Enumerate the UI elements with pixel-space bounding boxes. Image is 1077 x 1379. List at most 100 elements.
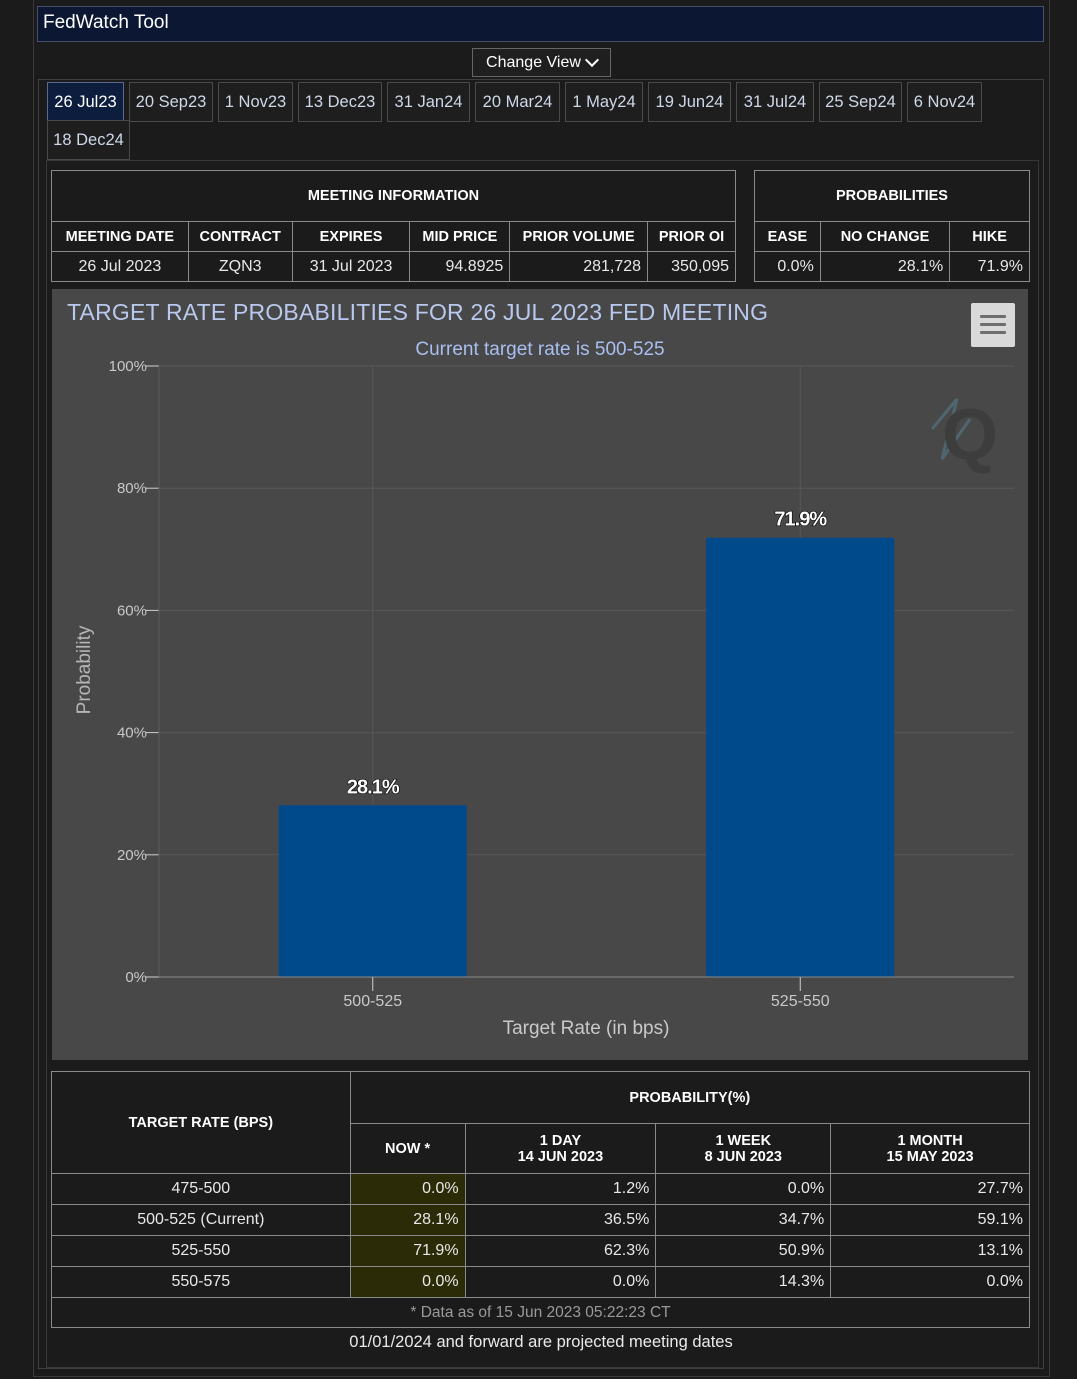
table-row: 475-500 0.0% 1.2% 0.0% 27.7%	[51, 1173, 1030, 1205]
col-meeting-date: MEETING DATE	[51, 221, 189, 252]
projected-dates-note: 01/01/2024 and forward are projected mee…	[349, 1333, 733, 1351]
probability-cell: 50.9%	[655, 1235, 832, 1267]
y-tick-label: 100%	[109, 358, 147, 375]
ease-value: 0.0%	[754, 251, 821, 282]
y-tick-label: 80%	[117, 480, 147, 497]
tab-31-jul24[interactable]: 31 Jul24	[736, 82, 814, 122]
prior-oi-value: 350,095	[647, 251, 736, 282]
probability-cell: 0.0%	[464, 1266, 657, 1298]
col-now: NOW *	[349, 1123, 466, 1174]
probability-cell: 1.2%	[464, 1173, 657, 1205]
tab-31-jan24[interactable]: 31 Jan24	[387, 82, 470, 122]
target-rate-chart: TARGET RATE PROBABILITIES FOR 26 JUL 202…	[52, 289, 1028, 1060]
col-1-day-label: 1 DAY	[539, 1132, 582, 1149]
col-mid-price: MID PRICE	[409, 221, 511, 252]
col-1-month: 1 MONTH 15 MAY 2023	[830, 1123, 1030, 1174]
col-no-change: NO CHANGE	[819, 221, 951, 252]
table-row: 525-550 71.9% 62.3% 50.9% 13.1%	[51, 1235, 1030, 1267]
expires-value: 31 Jul 2023	[291, 251, 411, 282]
col-1-week-label: 1 WEEK	[715, 1132, 772, 1149]
bar-layer: 28.1% 71.9%	[278, 508, 895, 977]
tab-26-jul23[interactable]: 26 Jul23	[47, 82, 124, 122]
probability-cell: 59.1%	[830, 1204, 1030, 1236]
target-rate-cell: 475-500	[51, 1173, 351, 1205]
probability-cell: 36.5%	[464, 1204, 657, 1236]
tab-panel	[38, 79, 1044, 1369]
menu-bar-icon	[980, 323, 1006, 326]
y-tick-label: 60%	[117, 602, 147, 619]
change-view-button[interactable]: Change View	[472, 48, 611, 77]
probability-cell: 34.7%	[655, 1204, 832, 1236]
probability-cell: 71.9%	[349, 1235, 466, 1267]
probabilities-header: PROBABILITIES	[754, 170, 1030, 222]
y-tick-label: 0%	[125, 969, 147, 986]
col-contract: CONTRACT	[187, 221, 293, 252]
col-ease: EASE	[754, 221, 821, 252]
table-row: 550-575 0.0% 0.0% 14.3% 0.0%	[51, 1266, 1030, 1298]
tab-20-mar24[interactable]: 20 Mar24	[475, 82, 560, 122]
tab-19-jun24[interactable]: 19 Jun24	[648, 82, 731, 122]
chart-title: TARGET RATE PROBABILITIES FOR 26 JUL 202…	[67, 299, 769, 325]
tab-20-sep23[interactable]: 20 Sep23	[129, 82, 213, 122]
bar-500-525[interactable]	[278, 805, 467, 977]
tab-6-nov24[interactable]: 6 Nov24	[907, 82, 982, 122]
target-rate-header: TARGET RATE (BPS)	[51, 1071, 351, 1174]
bar-525-550[interactable]	[706, 537, 895, 977]
app-title: FedWatch Tool	[37, 6, 1044, 42]
data-label: 71.9%	[774, 509, 827, 531]
watermark-letter: Q	[942, 395, 998, 475]
tab-1-may24[interactable]: 1 May24	[565, 82, 643, 122]
prior-volume-value: 281,728	[509, 251, 649, 282]
mid-price-value: 94.8925	[409, 251, 511, 282]
menu-bar-icon	[980, 315, 1006, 318]
content-frame	[46, 160, 1039, 1368]
probability-cell: 13.1%	[830, 1235, 1030, 1267]
col-1-week: 1 WEEK 8 JUN 2023	[655, 1123, 832, 1174]
target-rate-cell: 525-550	[51, 1235, 351, 1267]
tab-1-nov23[interactable]: 1 Nov23	[218, 82, 293, 122]
probability-cell: 62.3%	[464, 1235, 657, 1267]
col-1-day: 1 DAY 14 JUN 2023	[464, 1123, 657, 1174]
target-rate-cell: 500-525 (Current)	[51, 1204, 351, 1236]
hike-value: 71.9%	[949, 251, 1030, 282]
col-1-day-date: 14 JUN 2023	[517, 1148, 604, 1165]
outer-frame	[33, 0, 1050, 1377]
chevron-down-icon	[584, 52, 600, 68]
chart-subtitle: Current target rate is 500-525	[415, 339, 665, 360]
probability-cell: 28.1%	[349, 1204, 466, 1236]
change-view-label: Change View	[486, 53, 581, 71]
col-1-month-date: 15 MAY 2023	[886, 1148, 974, 1165]
col-prior-volume: PRIOR VOLUME	[509, 221, 649, 252]
probability-cell: 0.0%	[349, 1173, 466, 1205]
tab-25-sep24[interactable]: 25 Sep24	[819, 82, 902, 122]
x-tick-label: 525-550	[771, 993, 830, 1010]
data-label: 28.1%	[347, 776, 400, 798]
probabilities-table: PROBABILITIES EASE NO CHANGE HIKE 0.0% 2…	[754, 170, 1030, 282]
no-change-value: 28.1%	[819, 251, 951, 282]
y-tick-label: 40%	[117, 725, 147, 742]
target-rate-cell: 550-575	[51, 1266, 351, 1298]
y-tick-label: 20%	[117, 847, 147, 864]
contract-value: ZQN3	[187, 251, 293, 282]
probability-header: PROBABILITY(%)	[349, 1071, 1031, 1124]
col-hike: HIKE	[949, 221, 1030, 252]
probability-history-table: TARGET RATE (BPS) PROBABILITY(%) NOW * 1…	[51, 1071, 1031, 1328]
y-axis-label: Probability	[74, 625, 95, 714]
meeting-date-value: 26 Jul 2023	[51, 251, 189, 282]
data-timestamp-note: * Data as of 15 Jun 2023 05:22:23 CT	[51, 1297, 1030, 1328]
probability-rows: 475-500 0.0% 1.2% 0.0% 27.7% 500-525 (Current…	[51, 1173, 1030, 1298]
axis-layer: 0% 20% 40% 60% 80% 100% 500-525 525-550	[109, 358, 1014, 1010]
probability-cell: 0.0%	[830, 1266, 1030, 1298]
chart-plot: Q 28.1% 71.9% 0% 20% 40% 60% 80% 100% 500-525 52…	[74, 358, 1014, 1039]
watermark-logo-icon: Q	[930, 395, 998, 475]
col-1-week-date: 8 JUN 2023	[704, 1148, 782, 1165]
probability-cell: 14.3%	[655, 1266, 832, 1298]
tab-18-dec24[interactable]: 18 Dec24	[47, 120, 130, 160]
probability-cell: 0.0%	[655, 1173, 832, 1205]
tab-13-dec23[interactable]: 13 Dec23	[298, 82, 382, 122]
meeting-info-header: MEETING INFORMATION	[51, 170, 736, 222]
chart-menu-button[interactable]	[971, 303, 1015, 347]
col-prior-oi: PRIOR OI	[647, 221, 736, 252]
meeting-info-table: MEETING INFORMATION MEETING DATE CONTRAC…	[51, 170, 736, 282]
menu-bar-icon	[980, 331, 1006, 334]
